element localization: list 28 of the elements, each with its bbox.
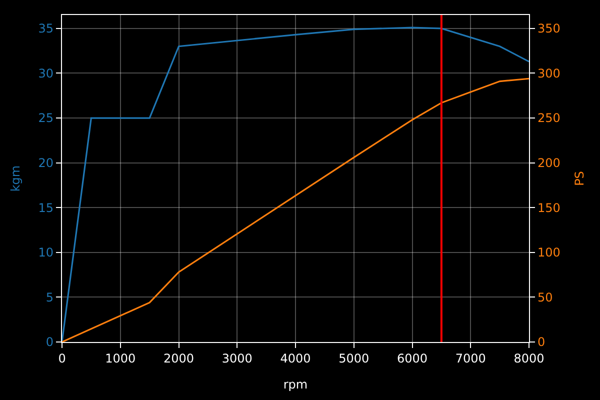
x-tick-label: 4000 <box>280 352 311 366</box>
y-tick-label: 20 <box>38 156 54 170</box>
y-tick-label: 15 <box>38 200 54 215</box>
y2-tick-label: 100 <box>538 246 560 260</box>
y-tick-label: 5 <box>46 290 54 304</box>
x-tick-label: 8000 <box>514 352 544 366</box>
x-tick-label: 0 <box>58 352 66 366</box>
y2-tick-label: 50 <box>538 290 553 304</box>
y-tick-label: 25 <box>38 111 54 126</box>
x-tick-label: 7000 <box>455 352 486 366</box>
x-tick-label: 5000 <box>338 352 370 366</box>
y-tick-label: 10 <box>38 246 54 260</box>
y2-tick-label: 0 <box>538 335 546 350</box>
y2-tick-label: 250 <box>538 111 560 126</box>
y2-tick-label: 200 <box>538 156 560 170</box>
x-tick-label: 2000 <box>163 352 194 366</box>
y-tick-label: 0 <box>46 335 54 350</box>
x-tick-label: 6000 <box>396 352 428 366</box>
y-tick-label: 35 <box>38 22 54 36</box>
y2-axis-title: PS <box>572 171 586 186</box>
y-axis-title: kgm <box>8 165 23 192</box>
x-tick-label: 1000 <box>105 352 136 366</box>
y2-tick-label: 150 <box>538 200 560 215</box>
x-axis-title: rpm <box>283 377 308 392</box>
y2-tick-label: 300 <box>538 66 560 80</box>
y2-tick-label: 350 <box>538 22 560 36</box>
y-tick-label: 30 <box>38 66 54 80</box>
x-tick-label: 3000 <box>222 352 252 366</box>
